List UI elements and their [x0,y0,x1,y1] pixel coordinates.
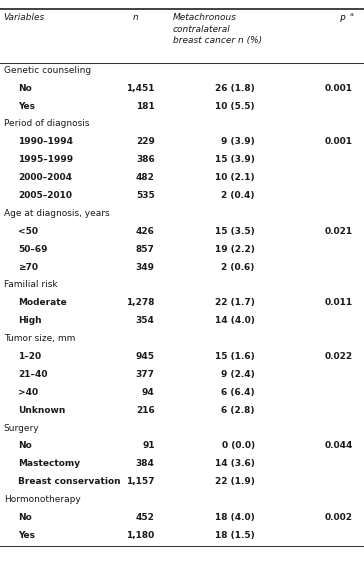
Text: 0.022: 0.022 [325,352,353,361]
Text: 216: 216 [136,406,155,415]
Text: 1995–1999: 1995–1999 [18,155,73,164]
Text: Moderate: Moderate [18,298,67,308]
Text: 181: 181 [136,102,155,111]
Text: 1,180: 1,180 [126,531,155,540]
Text: a: a [349,12,353,17]
Text: 15 (3.9): 15 (3.9) [215,155,255,164]
Text: 452: 452 [136,513,155,522]
Text: 26 (1.8): 26 (1.8) [215,84,255,93]
Text: 6 (6.4): 6 (6.4) [221,388,255,397]
Text: 0.021: 0.021 [325,227,353,236]
Text: No: No [18,513,32,522]
Text: 0.001: 0.001 [325,84,353,93]
Text: Yes: Yes [18,531,35,540]
Text: 10 (2.1): 10 (2.1) [215,173,255,182]
Text: 535: 535 [136,191,155,200]
Text: 2005–2010: 2005–2010 [18,191,72,200]
Text: 0.044: 0.044 [325,441,353,451]
Text: $\mathit{P}$: $\mathit{P}$ [339,13,346,24]
Text: >40: >40 [18,388,38,397]
Text: 10 (5.5): 10 (5.5) [215,102,255,111]
Text: 384: 384 [136,459,155,469]
Text: 857: 857 [136,245,155,254]
Text: 91: 91 [142,441,155,451]
Text: 22 (1.7): 22 (1.7) [215,298,255,308]
Text: 0.002: 0.002 [325,513,353,522]
Text: 50–69: 50–69 [18,245,48,254]
Text: 18 (4.0): 18 (4.0) [215,513,255,522]
Text: Yes: Yes [18,102,35,111]
Text: 15 (1.6): 15 (1.6) [215,352,255,361]
Text: Age at diagnosis, years: Age at diagnosis, years [4,209,109,218]
Text: 482: 482 [136,173,155,182]
Text: 2000–2004: 2000–2004 [18,173,72,182]
Text: 6 (2.8): 6 (2.8) [221,406,255,415]
Text: 14 (4.0): 14 (4.0) [215,316,255,325]
Text: 377: 377 [136,370,155,379]
Text: Hormonotherapy: Hormonotherapy [4,495,80,504]
Text: Variables: Variables [4,13,45,23]
Text: 1–20: 1–20 [18,352,41,361]
Text: 19 (2.2): 19 (2.2) [215,245,255,254]
Text: 2 (0.6): 2 (0.6) [221,263,255,272]
Text: 354: 354 [136,316,155,325]
Text: 0.011: 0.011 [325,298,353,308]
Text: 1,278: 1,278 [126,298,155,308]
Text: 229: 229 [136,137,155,147]
Text: 1,451: 1,451 [126,84,155,93]
Text: Mastectomy: Mastectomy [18,459,80,469]
Text: 14 (3.6): 14 (3.6) [215,459,255,469]
Text: 0.001: 0.001 [325,137,353,147]
Text: 2 (0.4): 2 (0.4) [221,191,255,200]
Text: Surgery: Surgery [4,424,39,433]
Text: 15 (3.5): 15 (3.5) [215,227,255,236]
Text: Familial risk: Familial risk [4,280,57,290]
Text: 9 (3.9): 9 (3.9) [221,137,255,147]
Text: ≥70: ≥70 [18,263,38,272]
Text: No: No [18,441,32,451]
Text: 349: 349 [136,263,155,272]
Text: 9 (2.4): 9 (2.4) [221,370,255,379]
Text: n: n [133,13,139,23]
Text: 386: 386 [136,155,155,164]
Text: 94: 94 [142,388,155,397]
Text: Genetic counseling: Genetic counseling [4,66,91,75]
Text: 426: 426 [136,227,155,236]
Text: 945: 945 [136,352,155,361]
Text: <50: <50 [18,227,38,236]
Text: Unknown: Unknown [18,406,66,415]
Text: 1990–1994: 1990–1994 [18,137,73,147]
Text: 18 (1.5): 18 (1.5) [215,531,255,540]
Text: 22 (1.9): 22 (1.9) [215,477,255,486]
Text: 21–40: 21–40 [18,370,48,379]
Text: Tumor size, mm: Tumor size, mm [4,334,75,343]
Text: Breast conservation: Breast conservation [18,477,121,486]
Text: High: High [18,316,42,325]
Text: Period of diagnosis: Period of diagnosis [4,119,89,129]
Text: No: No [18,84,32,93]
Text: Metachronous
contralateral
breast cancer n (%): Metachronous contralateral breast cancer… [173,13,262,45]
Text: 1,157: 1,157 [126,477,155,486]
Text: 0 (0.0): 0 (0.0) [222,441,255,451]
